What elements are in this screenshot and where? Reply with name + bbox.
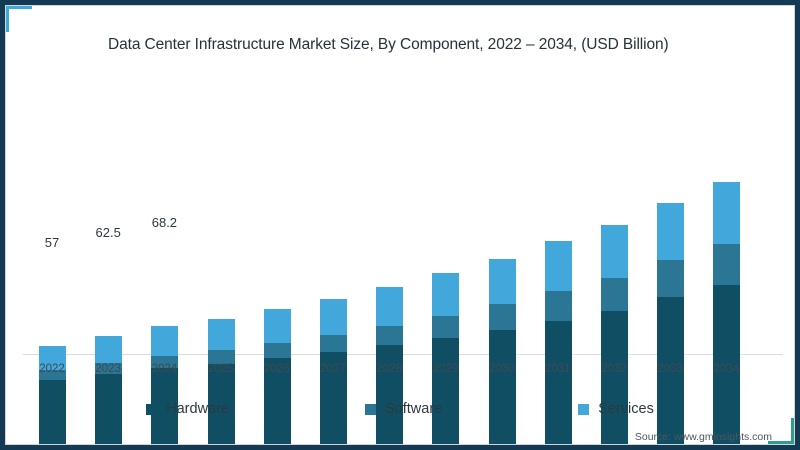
bar-segment-software[interactable] (713, 243, 741, 286)
bar-segment-hardware[interactable] (95, 373, 123, 444)
bar-value-label: 62.5 (95, 225, 121, 241)
bar-column[interactable] (263, 96, 291, 444)
bar-segment-hardware[interactable] (601, 311, 628, 444)
bar-segment-services[interactable] (39, 345, 66, 370)
bar-column[interactable] (39, 96, 66, 444)
bar-segment-software[interactable] (95, 362, 123, 374)
bar-segment-hardware[interactable] (432, 337, 460, 444)
bar-value-label: 57 (44, 234, 60, 250)
bar-segment-hardware[interactable] (263, 357, 291, 444)
x-tick-label: 2033 (657, 363, 683, 375)
x-tick-label: 2031 (545, 363, 571, 375)
bar-segment-services[interactable] (263, 309, 291, 344)
bar-column[interactable] (95, 96, 123, 444)
bar-segment-software[interactable] (320, 335, 347, 352)
plot-area: 2022 2023 2024 2025 2026 2027 2028 2029 2030 2031… (6, 6, 794, 444)
bar-segment-services[interactable] (207, 318, 235, 350)
bar-segment-services[interactable] (713, 181, 741, 244)
x-tick-label: 2030 (488, 363, 515, 375)
bar-segment-hardware[interactable] (376, 344, 404, 444)
bar-column[interactable] (207, 96, 235, 444)
bar-segment-services[interactable] (657, 202, 685, 261)
legend-swatch-icon (146, 403, 158, 415)
bar-segment-software[interactable] (151, 355, 179, 369)
bar-segment-hardware[interactable] (488, 330, 516, 444)
bar-segment-services[interactable] (320, 299, 347, 336)
bar-segment-hardware[interactable] (39, 380, 66, 444)
legend-item-hardware[interactable]: Hardware (146, 401, 229, 417)
bar-segment-software[interactable] (488, 304, 516, 331)
bar-segment-software[interactable] (601, 278, 628, 312)
bar-segment-software[interactable] (544, 291, 572, 321)
x-tick-label: 2026 (264, 363, 290, 375)
bar-segment-services[interactable] (601, 224, 628, 279)
bar-column[interactable] (151, 96, 179, 444)
bar-segment-software[interactable] (39, 369, 66, 381)
x-tick-label: 2029 (432, 363, 459, 375)
legend-item-software[interactable]: Software (365, 401, 442, 417)
bar-value-label: 68.2 (151, 215, 178, 231)
bar-segment-software[interactable] (207, 350, 235, 364)
bar-column[interactable] (713, 96, 741, 444)
bar-segment-hardware[interactable] (713, 285, 741, 444)
bar-column[interactable] (601, 96, 628, 444)
legend-label: Hardware (166, 401, 229, 417)
chart-canvas: Data Center Infrastructure Market Size, … (5, 5, 795, 445)
x-tick-label: 2027 (320, 363, 346, 375)
legend-label: Services (598, 401, 654, 417)
x-tick-label: 2022 (39, 363, 65, 375)
chart-legend: Hardware Software Services (6, 401, 794, 417)
bar-segment-hardware[interactable] (207, 363, 235, 444)
bar-segment-software[interactable] (657, 260, 685, 298)
legend-label: Software (385, 401, 443, 417)
x-tick-label: 2028 (376, 363, 402, 375)
x-tick-label: 2025 (207, 363, 234, 375)
bar-column[interactable] (376, 96, 404, 444)
bar-column[interactable] (320, 96, 347, 444)
chart-title: Data Center Infrastructure Market Size, … (108, 36, 669, 53)
bar-segment-software[interactable] (432, 315, 460, 338)
bar-segment-services[interactable] (376, 287, 404, 326)
bar-segment-hardware[interactable] (320, 351, 347, 444)
bar-segment-hardware[interactable] (544, 320, 572, 444)
x-tick-label: 2023 (95, 363, 121, 375)
bar-segment-services[interactable] (432, 273, 460, 316)
source-attribution: Source: www.gminsights.com (634, 431, 772, 443)
legend-swatch-icon (365, 403, 376, 415)
x-tick-label: 2032 (601, 363, 627, 375)
bar-column[interactable] (544, 96, 572, 444)
bar-column[interactable] (488, 96, 516, 444)
bar-segment-software[interactable] (376, 325, 404, 345)
legend-item-services[interactable]: Services (578, 401, 654, 417)
x-tick-label: 2034 (713, 363, 740, 375)
bar-segment-services[interactable] (151, 326, 179, 356)
bar-segment-software[interactable] (263, 343, 291, 358)
bar-segment-services[interactable] (95, 336, 123, 363)
x-tick-label: 2024 (151, 363, 178, 375)
bar-segment-services[interactable] (544, 241, 572, 292)
bar-column[interactable] (657, 96, 685, 444)
bar-segment-services[interactable] (488, 258, 516, 305)
legend-swatch-icon (578, 403, 590, 415)
bar-segment-hardware[interactable] (657, 297, 685, 444)
bar-column[interactable] (432, 96, 460, 444)
